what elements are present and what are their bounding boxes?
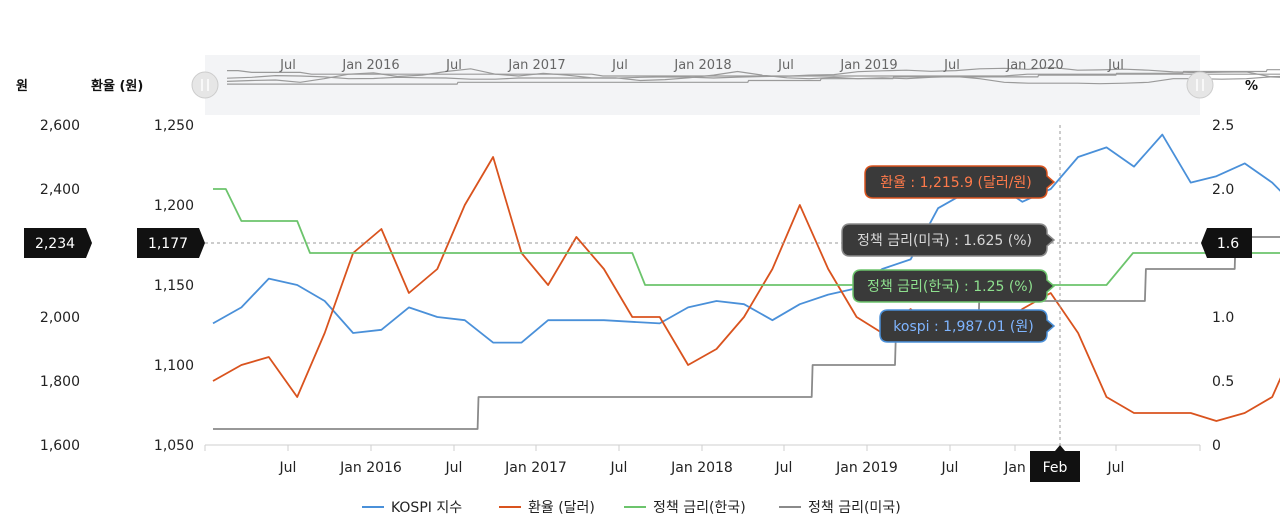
crosshair-rate-value: 1.6: [1217, 236, 1239, 252]
kospi-tick-label: 1,800: [40, 374, 80, 390]
tooltip-fx: 환율 : 1,215.9 (달러/원): [864, 165, 1056, 199]
navigator-tick-label: Jan 2019: [839, 58, 897, 73]
x-tick-label: Jan 2018: [670, 460, 733, 476]
fx-axis: 1,250 1,200 1,150 1,100 1,050: [154, 118, 194, 454]
kospi-tick-label: 2,600: [40, 118, 80, 134]
series-line-1[interactable]: [212, 133, 1280, 484]
crosshair-fx-label: 1,177: [137, 228, 205, 258]
navigator-line-2: [226, 68, 1280, 85]
navigator-tick-label: Jan 2020: [1005, 58, 1063, 73]
legend-item-2[interactable]: 환율 (달러): [499, 500, 595, 516]
legend-label: KOSPI 지수: [391, 500, 462, 516]
legend-item-3[interactable]: 정책 금리(한국): [624, 500, 746, 516]
tooltip-kr: 정책 금리(한국) : 1.25 (%): [852, 269, 1056, 303]
crosshair-kospi-label: 2,234: [24, 228, 92, 258]
x-tick-label: Jan: [1003, 460, 1026, 476]
rate-tick-label: 2.0: [1212, 182, 1234, 198]
crosshair-kospi-value: 2,234: [35, 236, 75, 252]
navigator-ticks: Jul Jan 2016 Jul Jan 2017 Jul Jan 2018 Jul Jan …: [279, 58, 1124, 73]
navigator[interactable]: Jul Jan 2016 Jul Jan 2017 Jul Jan 2018 Jul Jan …: [191, 55, 1280, 115]
series-line-4[interactable]: [213, 141, 1280, 430]
crosshair: 2,234 1,177 1.6 Feb: [24, 125, 1252, 482]
navigator-tick-label: Jul: [445, 58, 462, 73]
x-tick-label: Jul: [445, 460, 463, 476]
kospi-tick-label: 1,600: [40, 438, 80, 454]
navigator-tick-label: Jul: [611, 58, 628, 73]
fx-tick-label: 1,100: [154, 358, 194, 374]
fx-axis-unit: 환율 (원): [91, 78, 143, 94]
navigator-tick-label: Jul: [279, 58, 296, 73]
series-line-2[interactable]: [212, 156, 1280, 422]
navigator-background: [205, 55, 1200, 115]
navigator-line-3: [227, 70, 1280, 77]
tooltip-us: 정책 금리(미국) : 1.625 (%): [841, 223, 1056, 257]
fx-tick-label: 1,200: [154, 198, 194, 214]
tooltips: 환율 : 1,215.9 (달러/원) 정책 금리(미국) : 1.625 (%)…: [841, 165, 1056, 343]
navigator-tick-label: Jul: [777, 58, 794, 73]
legend-label: 정책 금리(미국): [808, 500, 901, 516]
navigator-right-handle[interactable]: [1186, 71, 1214, 99]
navigator-tick-label: Jan 2016: [341, 58, 399, 73]
navigator-line-1: [226, 66, 1280, 80]
x-tick-label: Jul: [1107, 460, 1125, 476]
navigator-tick-label: Jan 2018: [673, 58, 731, 73]
fx-tick-label: 1,250: [154, 118, 194, 134]
legend-item-4[interactable]: 정책 금리(미국): [779, 500, 901, 516]
navigator-line-4: [227, 69, 1280, 85]
kospi-axis: 2,600 2,400 2,000 1,800 1,600: [40, 118, 80, 454]
series-line-3[interactable]: [213, 188, 1280, 349]
tooltip-text: 정책 금리(한국) : 1.25 (%): [867, 279, 1033, 295]
x-tick-label: Jul: [610, 460, 628, 476]
x-tick-label: Jul: [775, 460, 793, 476]
crosshair-date-label: Feb: [1030, 445, 1080, 482]
crosshair-rate-label: 1.6: [1201, 228, 1252, 258]
kospi-tick-label: 2,000: [40, 310, 80, 326]
x-tick-label: Jul: [279, 460, 297, 476]
rate-tick-label: 0.5: [1212, 374, 1234, 390]
crosshair-date-value: Feb: [1043, 460, 1068, 476]
rate-axis-unit: %: [1245, 79, 1258, 94]
rate-tick-label: 2.5: [1212, 118, 1234, 134]
fx-tick-label: 1,150: [154, 278, 194, 294]
legend-label: 정책 금리(한국): [653, 500, 746, 516]
navigator-tick-label: Jul: [1107, 58, 1124, 73]
rate-tick-label: 0: [1212, 438, 1221, 454]
legend-item-1[interactable]: KOSPI 지수: [362, 500, 462, 516]
navigator-series: [226, 66, 1280, 85]
tooltip-kospi: kospi : 1,987.01 (원): [879, 309, 1056, 343]
tooltip-text: 정책 금리(미국) : 1.625 (%): [857, 233, 1032, 249]
x-tick-label: Jan 2019: [835, 460, 898, 476]
navigator-tick-label: Jul: [943, 58, 960, 73]
fx-tick-label: 1,050: [154, 438, 194, 454]
kospi-tick-label: 2,400: [40, 182, 80, 198]
navigator-tick-label: Jan 2017: [507, 58, 565, 73]
x-tick-label: Jan 2016: [339, 460, 402, 476]
crosshair-fx-value: 1,177: [148, 236, 188, 252]
rate-axis: 2.5 2.0 1.0 0.5 0: [1212, 118, 1234, 454]
tooltip-text: 환율 : 1,215.9 (달러/원): [880, 175, 1032, 191]
kospi-axis-unit: 원: [16, 79, 28, 94]
rate-tick-label: 1.0: [1212, 310, 1234, 326]
plot-area[interactable]: [212, 133, 1280, 484]
x-axis: Jul Jan 2016 Jul Jan 2017 Jul Jan 2018 Jul Jan …: [204, 445, 1201, 476]
x-tick-label: Jan 2017: [504, 460, 567, 476]
navigator-left-handle[interactable]: [191, 71, 219, 99]
tooltip-text: kospi : 1,987.01 (원): [893, 319, 1033, 335]
legend[interactable]: KOSPI 지수 환율 (달러) 정책 금리(한국) 정책 금리(미국): [362, 500, 901, 516]
legend-label: 환율 (달러): [528, 500, 595, 516]
x-tick-label: Jul: [941, 460, 959, 476]
